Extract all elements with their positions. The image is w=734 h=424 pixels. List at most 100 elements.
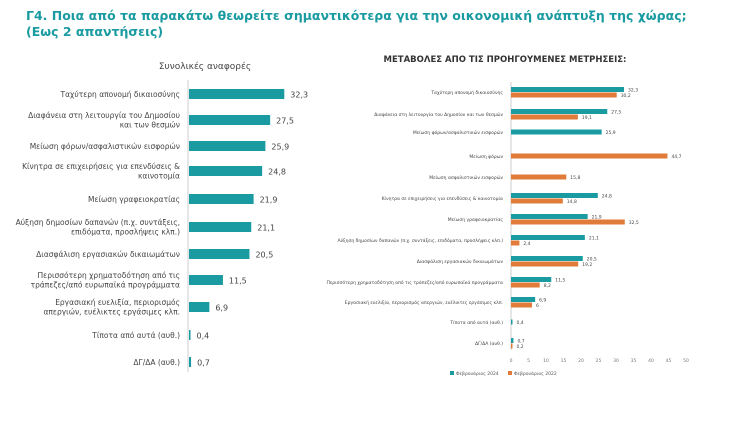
bar-2022 xyxy=(511,302,532,308)
bar-2022 xyxy=(511,240,520,246)
left-category-label: ΔΓ/ΔΑ (αυθ.) xyxy=(133,358,180,367)
left-category-label: Ταχύτερη απονομή δικαιοσύνης xyxy=(60,90,180,99)
left-value-label: 25,9 xyxy=(271,143,289,152)
x-tick-label: 10 xyxy=(543,358,549,364)
left-category-label: Τίποτα από αυτά (αυθ.) xyxy=(91,331,180,340)
bar-2022 xyxy=(511,114,578,120)
right-value-label: 0,4 xyxy=(517,320,524,326)
left-bar xyxy=(189,357,192,367)
legend-label: Φεβρουάριος 2024 xyxy=(456,370,499,377)
legend-swatch xyxy=(450,371,454,375)
left-value-label: 20,5 xyxy=(255,251,273,260)
x-tick-label: 30 xyxy=(613,358,619,364)
left-category-label: Μείωση φόρων/ασφαλιστικών εισφορών xyxy=(30,142,180,151)
left-category-label: Μείωση γραφειοκρατίας xyxy=(88,195,180,204)
left-bar xyxy=(189,275,223,285)
right-category-label: Μείωση γραφειοκρατίας xyxy=(448,216,504,223)
bar-2024 xyxy=(511,109,608,114)
right-value-label: 19,1 xyxy=(582,115,592,121)
bar-2024 xyxy=(511,319,513,325)
right-category-label: ΔΓ/ΔΑ (αυθ.) xyxy=(475,341,503,347)
bar-2022 xyxy=(511,219,625,225)
right-value-label: 27,5 xyxy=(611,110,621,116)
right-value-label: 32,5 xyxy=(629,220,639,226)
right-category-label: Μείωση ασφαλιστικών εισφορών xyxy=(429,174,503,181)
x-tick-label: 0 xyxy=(510,358,513,364)
left-value-label: 21,9 xyxy=(260,196,278,205)
left-value-label: 0,7 xyxy=(197,359,210,368)
left-bar xyxy=(189,302,210,312)
right-value-label: 21,9 xyxy=(592,215,602,221)
right-category-label: Διαφάνεια στη λειτουργία του Δημοσίου κα… xyxy=(374,111,503,118)
left-bar xyxy=(189,194,254,204)
bar-2024 xyxy=(511,338,514,343)
title-line-2: (Εως 2 απαντήσεις) xyxy=(26,24,164,39)
left-value-label: 6,9 xyxy=(215,304,228,313)
right-value-label: 0,2 xyxy=(517,344,524,350)
x-tick-label: 35 xyxy=(631,358,637,364)
right-category-label: Μείωση φόρων xyxy=(469,153,503,160)
bar-2024 xyxy=(511,193,598,198)
right-value-label: 24,8 xyxy=(602,194,612,200)
bar-2022 xyxy=(511,198,563,204)
bar-2024 xyxy=(511,129,602,135)
left-bar xyxy=(189,141,266,151)
left-bar xyxy=(189,249,250,259)
right-value-label: 6,9 xyxy=(539,298,546,304)
right-value-label: 20,5 xyxy=(587,257,597,263)
left-category-label: Αύξηση δημοσίων δαπανών (π.χ. συντάξεις,… xyxy=(16,218,180,237)
bar-2024 xyxy=(511,235,585,240)
right-category-label: Μείωση φόρων/ασφαλιστικών εισφορών xyxy=(413,129,504,136)
right-value-label: 2,4 xyxy=(523,241,530,247)
bar-2022 xyxy=(511,92,617,98)
left-value-label: 0,4 xyxy=(197,332,210,341)
right-category-label: Διασφάλιση εργασιακών δικαιωμάτων xyxy=(417,258,504,265)
left-bar xyxy=(189,115,271,125)
title-line-1: Γ4. Ποια από τα παρακάτω θεωρείτε σημαντ… xyxy=(26,8,687,23)
right-category-label: Περισσότερη χρηματοδότηση από τις τράπεζ… xyxy=(326,279,503,286)
right-value-label: 32,3 xyxy=(628,88,638,94)
right-chart-title: ΜΕΤΑΒΟΛΕΣ ΑΠΟ ΤΙΣ ΠΡΟΗΓΟΥΜΕΝΕΣ ΜΕΤΡΗΣΕΙΣ… xyxy=(384,55,627,65)
right-value-label: 0,7 xyxy=(517,339,524,345)
right-value-label: 44,7 xyxy=(671,154,681,160)
left-value-label: 27,5 xyxy=(276,117,294,126)
left-value-label: 32,3 xyxy=(290,91,308,100)
left-category-label: Κίνητρα σε επιχειρήσεις για επενδύσεις &… xyxy=(22,162,180,181)
bar-2022 xyxy=(511,261,579,267)
chart-title: Γ4. Ποια από τα παρακάτω θεωρείτε σημαντ… xyxy=(26,8,687,40)
right-category-label: Ταχύτερη απονομή δικαιοσύνης xyxy=(430,89,503,96)
right-category-label: Εργασιακή ευελιξία, περιορισμός απεργιών… xyxy=(345,299,503,306)
right-value-label: 25,9 xyxy=(606,130,616,136)
right-category-label: Κίνητρα σε επιχειρήσεις για επενδύσεις &… xyxy=(382,195,503,202)
left-chart-title: Συνολικές αναφορές xyxy=(159,61,251,72)
x-tick-label: 45 xyxy=(666,358,672,364)
bar-2024 xyxy=(511,214,588,219)
left-category-label: Διαφάνεια στη λειτουργία του Δημοσίου και… xyxy=(28,111,180,130)
bar-2022 xyxy=(511,282,540,288)
left-bar xyxy=(189,330,191,340)
right-value-label: 30,2 xyxy=(621,93,631,99)
bar-2024 xyxy=(511,297,536,302)
left-bar xyxy=(189,222,252,232)
bar-2022 xyxy=(511,153,668,159)
left-value-label: 21,1 xyxy=(257,224,275,233)
right-value-label: 14,8 xyxy=(567,199,577,205)
right-category-label: Αύξηση δημοσίων δαπανών (π.χ. συντάξεις,… xyxy=(337,237,503,244)
x-tick-label: 20 xyxy=(578,358,584,364)
left-category-label: Περισσότερη χρηματοδότηση από τις τράπεζε… xyxy=(31,271,180,290)
legend-label: Φεβρουάριος 2022 xyxy=(514,370,557,377)
bar-2024 xyxy=(511,256,583,261)
x-tick-label: 5 xyxy=(527,358,530,364)
x-tick-label: 50 xyxy=(683,358,689,364)
x-tick-label: 40 xyxy=(648,358,654,364)
x-tick-label: 25 xyxy=(596,358,602,364)
left-bar xyxy=(189,89,285,99)
left-value-label: 24,8 xyxy=(268,168,286,177)
left-bar xyxy=(189,166,263,176)
right-category-label: Τίποτα από αυτά (αυθ.) xyxy=(449,319,503,326)
right-value-label: 6 xyxy=(536,303,539,309)
left-category-label: Διασφάλιση εργασιακών δικαιωμάτων xyxy=(36,250,180,259)
right-value-label: 21,1 xyxy=(589,236,599,242)
right-value-label: 8,2 xyxy=(544,283,551,289)
